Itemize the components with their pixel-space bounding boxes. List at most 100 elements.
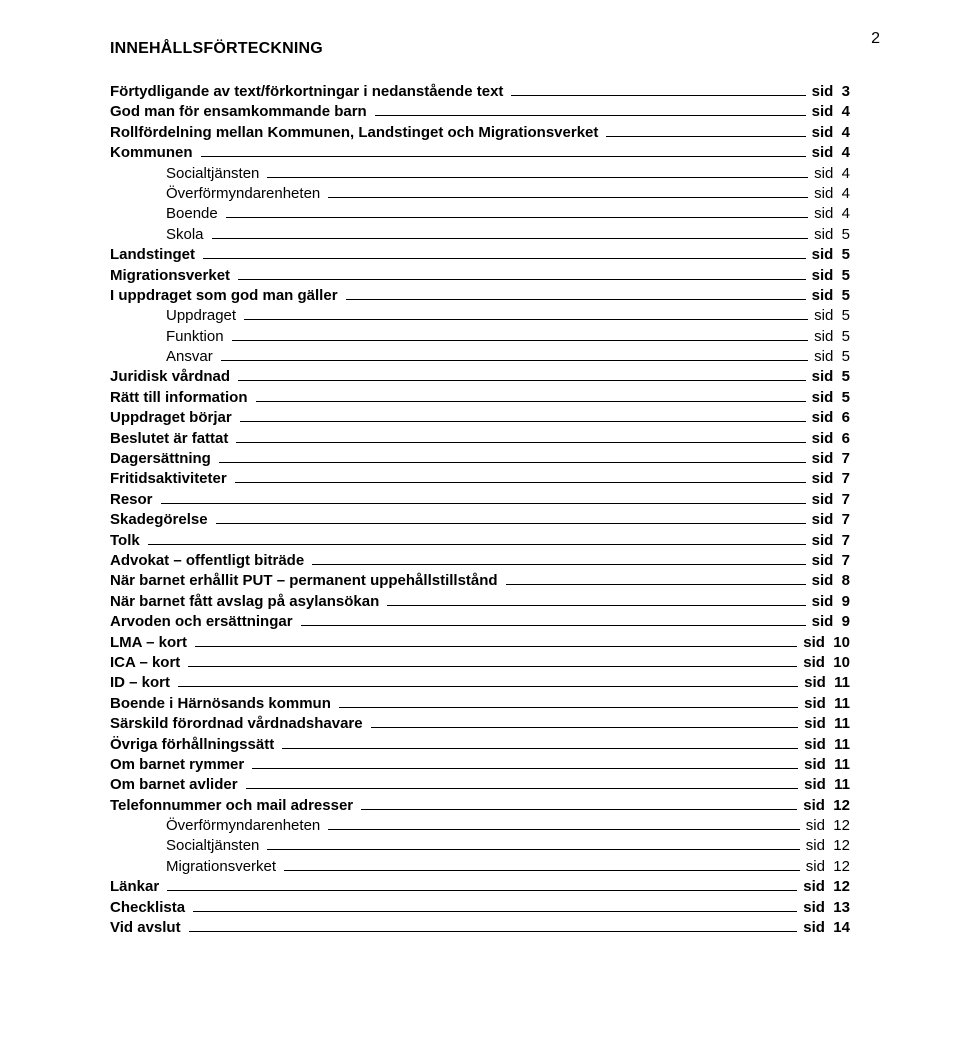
- toc-entry-page: sid 10: [803, 633, 850, 653]
- toc-row: Resor sid 7: [110, 490, 850, 510]
- toc-entry-page: sid 5: [814, 347, 850, 367]
- toc-entry-label: Rollfördelning mellan Kommunen, Landstin…: [110, 123, 598, 143]
- toc-entry-label: Skadegörelse: [110, 510, 208, 530]
- toc-entry-page: sid 7: [812, 551, 850, 571]
- toc-entry-label: Dagersättning: [110, 449, 211, 469]
- toc-entry-page: sid 11: [804, 735, 850, 755]
- toc-row: Ansvar sid 5: [110, 347, 850, 367]
- toc-entry-page: sid 5: [812, 286, 850, 306]
- toc-row: Boendesid 4: [110, 204, 850, 224]
- toc-entry-label: Om barnet avlider: [110, 775, 238, 795]
- toc-entry-label: ICA – kort: [110, 653, 180, 673]
- toc-entry-page: sid 12: [803, 796, 850, 816]
- toc-leader-line: [178, 686, 798, 687]
- toc-leader-line: [282, 748, 798, 749]
- toc-entry-label: God man för ensamkommande barn: [110, 102, 367, 122]
- toc-entry-page: sid 13: [803, 898, 850, 918]
- toc-row: Telefonnummer och mail adressersid 12: [110, 796, 850, 816]
- toc-entry-page: sid 4: [812, 143, 850, 163]
- toc-entry-page: sid 3: [812, 82, 850, 102]
- toc-leader-line: [328, 829, 800, 830]
- toc-entry-label: I uppdraget som god man gäller: [110, 286, 338, 306]
- toc-entry-label: Socialtjänsten: [110, 836, 259, 856]
- toc-row: Särskild förordnad vårdnadshavaresid 11: [110, 714, 850, 734]
- toc-row: LMA – kort sid 10: [110, 633, 850, 653]
- toc-entry-page: sid 11: [804, 755, 850, 775]
- toc-row: Skolasid 5: [110, 225, 850, 245]
- toc-entry-page: sid 8: [812, 571, 850, 591]
- toc-entry-page: sid 7: [812, 531, 850, 551]
- toc-row: Dagersättningsid 7: [110, 449, 850, 469]
- toc-leader-line: [201, 156, 806, 157]
- toc-row: Migrationsverketsid 12: [110, 857, 850, 877]
- toc-entry-label: Länkar: [110, 877, 159, 897]
- toc-entry-label: Kommunen: [110, 143, 193, 163]
- toc-entry-page: sid 5: [812, 266, 850, 286]
- toc-entry-label: Advokat – offentligt biträde: [110, 551, 304, 571]
- toc-entry-page: sid 10: [803, 653, 850, 673]
- toc-entry-label: Överförmyndarenheten: [110, 816, 320, 836]
- toc-row: ICA – kort sid 10: [110, 653, 850, 673]
- toc-row: Migrationsverket sid 5: [110, 266, 850, 286]
- toc-leader-line: [189, 931, 798, 932]
- toc-leader-line: [244, 319, 808, 320]
- toc-entry-page: sid 14: [803, 918, 850, 938]
- toc-row: Överförmyndarenhetensid 4: [110, 184, 850, 204]
- toc-leader-line: [246, 788, 799, 789]
- toc-leader-line: [221, 360, 808, 361]
- toc-leader-line: [256, 401, 806, 402]
- toc-row: När barnet fått avslag på asylansökansid…: [110, 592, 850, 612]
- toc-leader-line: [236, 442, 805, 443]
- toc-row: Fritidsaktivitetersid 7: [110, 469, 850, 489]
- toc-entry-page: sid 7: [812, 490, 850, 510]
- toc-row: Förtydligande av text/förkortningar i ne…: [110, 82, 850, 102]
- toc-entry-label: Uppdraget börjar: [110, 408, 232, 428]
- toc-row: Socialtjänstensid 12: [110, 836, 850, 856]
- toc-entry-label: Migrationsverket: [110, 266, 230, 286]
- toc-leader-line: [312, 564, 805, 565]
- toc-leader-line: [188, 666, 797, 667]
- toc-entry-label: ID – kort: [110, 673, 170, 693]
- toc-row: Tolksid 7: [110, 531, 850, 551]
- toc-entry-page: sid 11: [804, 714, 850, 734]
- toc-leader-line: [252, 768, 798, 769]
- toc-entry-label: Juridisk vårdnad: [110, 367, 230, 387]
- toc-leader-line: [238, 380, 806, 381]
- toc-leader-line: [148, 544, 806, 545]
- toc-entry-label: Beslutet är fattat: [110, 429, 228, 449]
- toc-leader-line: [226, 217, 808, 218]
- toc-row: Beslutet är fattatsid 6: [110, 429, 850, 449]
- toc-leader-line: [167, 890, 797, 891]
- toc-row: Arvoden och ersättningarsid 9: [110, 612, 850, 632]
- toc-leader-line: [387, 605, 805, 606]
- toc-entry-label: Skola: [110, 225, 204, 245]
- toc-entry-label: Resor: [110, 490, 153, 510]
- toc-entry-label: Rätt till information: [110, 388, 248, 408]
- toc-row: Länkarsid 12: [110, 877, 850, 897]
- toc-leader-line: [195, 646, 797, 647]
- toc-row: Överförmyndarenheten sid 12: [110, 816, 850, 836]
- toc-row: Juridisk vårdnadsid 5: [110, 367, 850, 387]
- toc-entry-page: sid 12: [806, 816, 850, 836]
- toc-entry-label: Förtydligande av text/förkortningar i ne…: [110, 82, 503, 102]
- toc-leader-line: [284, 870, 800, 871]
- toc-entry-label: Vid avslut: [110, 918, 181, 938]
- toc-entry-page: sid 12: [806, 857, 850, 877]
- document-page: 2 INNEHÅLLSFÖRTECKNING Förtydligande av …: [0, 0, 960, 1051]
- toc-leader-line: [267, 849, 799, 850]
- toc-row: Om barnet avlidersid 11: [110, 775, 850, 795]
- toc-entry-label: När barnet fått avslag på asylansökan: [110, 592, 379, 612]
- toc-entry-page: sid 4: [814, 164, 850, 184]
- toc-entry-label: Arvoden och ersättningar: [110, 612, 293, 632]
- toc-entry-page: sid 4: [812, 102, 850, 122]
- toc-leader-line: [346, 299, 806, 300]
- toc-entry-label: Uppdraget: [110, 306, 236, 326]
- toc-entry-label: LMA – kort: [110, 633, 187, 653]
- toc-entry-label: Ansvar: [110, 347, 213, 367]
- toc-leader-line: [375, 115, 806, 116]
- toc-row: Rollfördelning mellan Kommunen, Landstin…: [110, 123, 850, 143]
- toc-row: Vid avslut sid 14: [110, 918, 850, 938]
- toc-row: När barnet erhållit PUT – permanent uppe…: [110, 571, 850, 591]
- toc-row: Rätt till informationsid 5: [110, 388, 850, 408]
- toc-entry-label: Landstinget: [110, 245, 195, 265]
